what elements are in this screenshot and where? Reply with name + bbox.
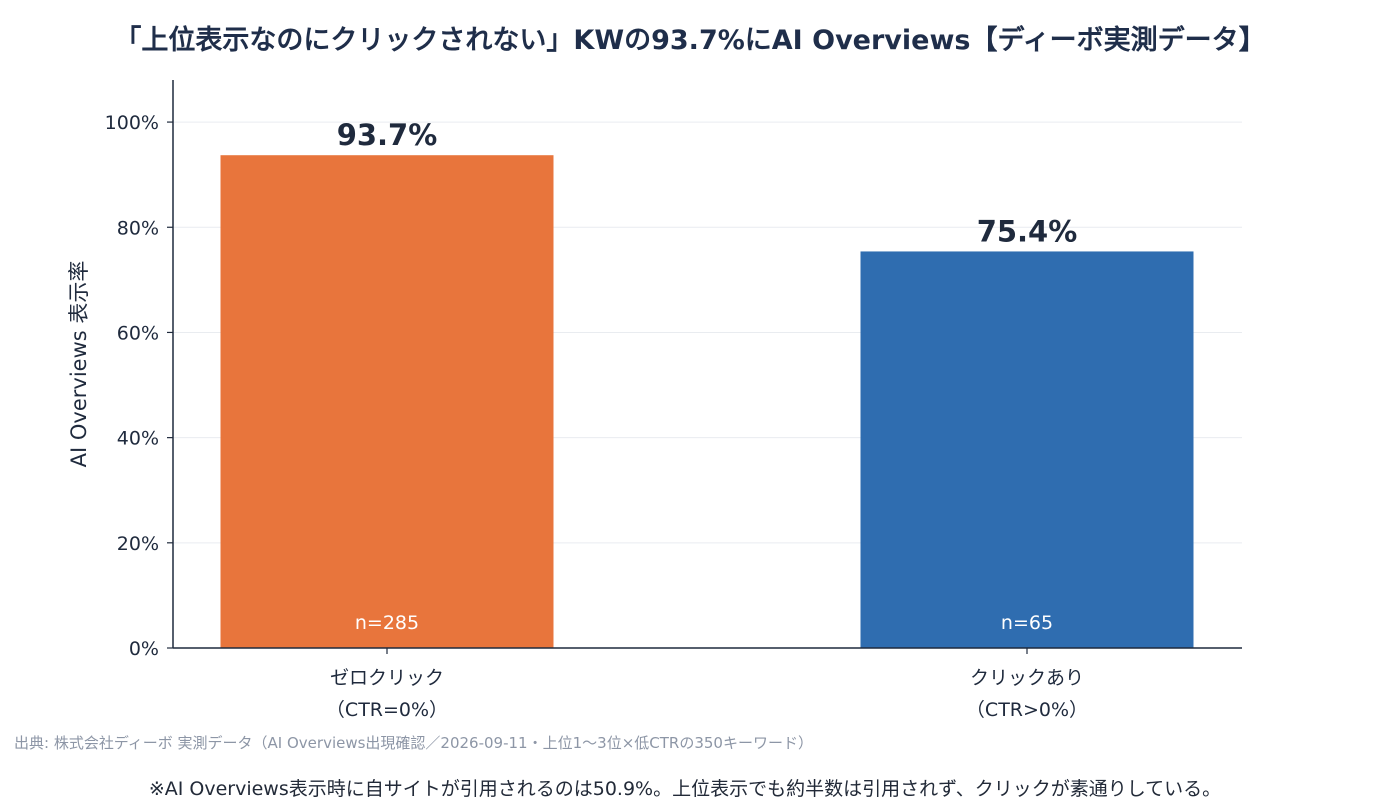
x-tick-sublabel: （CTR>0%） bbox=[966, 699, 1088, 721]
bar-sample-label: n=65 bbox=[1001, 612, 1053, 634]
bar-chart: 0% 20% 40% 60% 80% 100% AI Overviews 表示率 93.7% n… bbox=[67, 80, 1242, 721]
y-tick-label: 20% bbox=[117, 533, 159, 555]
x-tick-sublabel: （CTR=0%） bbox=[326, 699, 448, 721]
bar-sample-label: n=285 bbox=[355, 612, 419, 634]
y-tick-label: 40% bbox=[117, 428, 159, 450]
x-tick-label: ゼロクリック bbox=[330, 667, 444, 689]
chart-title: 「上位表示なのにクリックされない」KWの93.7%にAI Overviews【デ… bbox=[114, 25, 1266, 56]
y-tick-label: 0% bbox=[129, 638, 159, 660]
source-note: 出典: 株式会社ディーボ 実測データ（AI Overviews出現確認／2026… bbox=[14, 734, 813, 752]
bar-value-label: 93.7% bbox=[337, 118, 438, 152]
bar bbox=[220, 155, 554, 649]
y-axis-label: AI Overviews 表示率 bbox=[67, 261, 91, 468]
y-tick-label: 80% bbox=[117, 217, 159, 239]
bar bbox=[860, 251, 1194, 649]
axes bbox=[167, 80, 1242, 654]
bars bbox=[220, 155, 1194, 649]
footnote: ※AI Overviews表示時に自サイトが引用されるのは50.9%。上位表示で… bbox=[148, 778, 1222, 800]
x-tick-label: クリックあり bbox=[970, 667, 1084, 689]
bar-value-label: 75.4% bbox=[977, 214, 1078, 248]
y-tick-label: 100% bbox=[105, 112, 159, 134]
y-tick-label: 60% bbox=[117, 322, 159, 344]
labels: 0% 20% 40% 60% 80% 100% AI Overviews 表示率 93.7% n… bbox=[67, 112, 1088, 721]
